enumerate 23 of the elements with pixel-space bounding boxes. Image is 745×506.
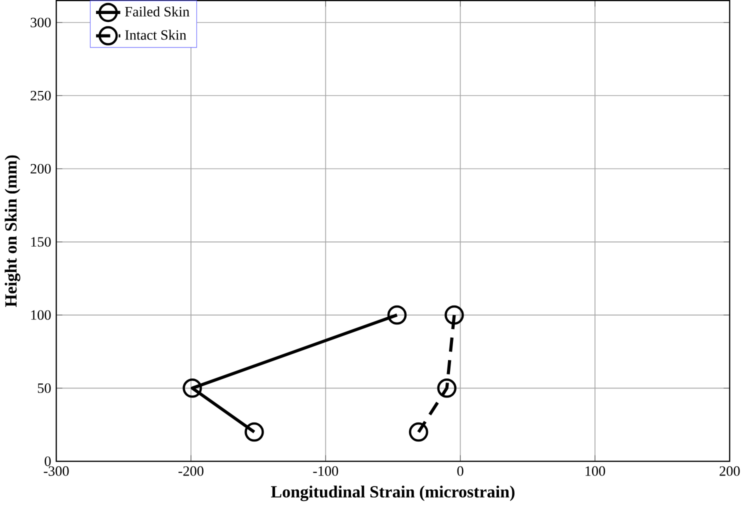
y-axis-title: Height on Skin (mm)	[4, 155, 20, 308]
x-tick-label: 200	[720, 466, 740, 476]
x-tick-label: -200	[178, 466, 204, 476]
x-tick-label: 0	[457, 466, 464, 476]
y-tick-label: 250	[30, 90, 51, 100]
point	[182, 378, 202, 398]
point	[387, 305, 407, 325]
y-tick-label: 50	[38, 383, 51, 393]
point	[408, 422, 428, 442]
x-tick-label: -100	[313, 466, 338, 476]
y-tick-label: 0	[44, 456, 51, 466]
x-tick-label: 100	[586, 466, 606, 476]
legend-label: Failed Skin	[125, 6, 190, 17]
legend-label: Intact Skin	[125, 30, 186, 40]
point	[444, 305, 464, 325]
y-tick-label: 150	[31, 237, 51, 247]
x-tick-label: -300	[44, 466, 69, 476]
x-axis-title: Longitudinal Strain (microstrain)	[271, 486, 514, 502]
y-tick-label: 200	[30, 164, 51, 174]
point	[244, 422, 264, 442]
point	[437, 378, 456, 398]
y-tick-label: 300	[30, 18, 51, 28]
y-tick-label: 100	[31, 310, 51, 320]
